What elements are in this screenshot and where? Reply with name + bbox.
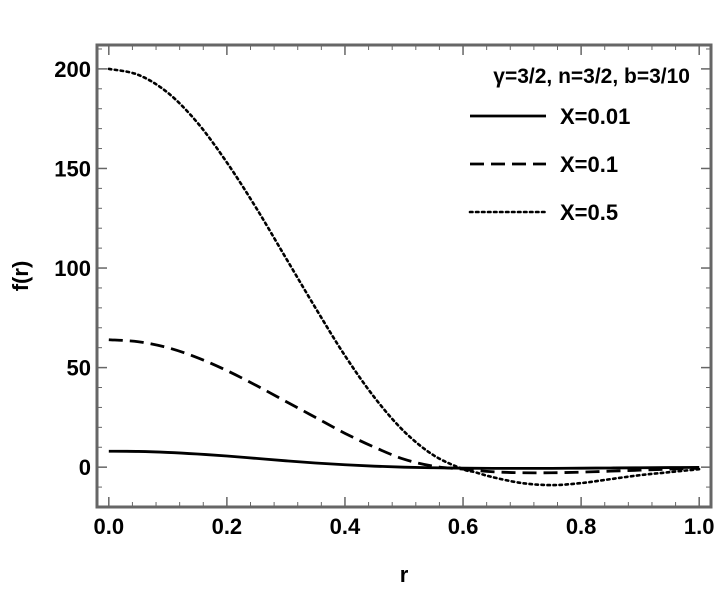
y-tick-label: 200 [54, 57, 91, 82]
y-tick-label: 150 [54, 156, 91, 181]
x-tick-label: 0.6 [448, 514, 479, 539]
y-tick-label: 50 [67, 356, 91, 381]
x-tick-label: 0.8 [566, 514, 597, 539]
y-tick-label: 100 [54, 256, 91, 281]
legend-label-2: X=0.1 [560, 152, 618, 177]
legend-title: γ=3/2, n=3/2, b=3/10 [493, 65, 690, 88]
plot-frame-group [95, 43, 713, 509]
series-group [107, 67, 701, 487]
x-tick-label: 0.4 [330, 514, 361, 539]
x-axis-label: r [400, 562, 409, 587]
x-tick-label: 1.0 [684, 514, 715, 539]
series-line-2 [108, 338, 700, 475]
legend-label-1: X=0.01 [560, 104, 630, 129]
x-tick-label: 0.0 [94, 514, 125, 539]
plot-frame [95, 43, 713, 509]
legend-label-3: X=0.5 [560, 200, 618, 225]
x-tick-label: 0.2 [212, 514, 243, 539]
ticks-group: 0.0 0.2 0.4 0.6 0.8 1.0 0 50 100 150 200 [54, 45, 714, 539]
series-line-3 [107, 67, 701, 487]
y-axis-label: f(r) [8, 261, 33, 292]
legend: γ=3/2, n=3/2, b=3/10 X=0.01 X=0.1 X=0.5 [468, 65, 690, 225]
series-line-1 [108, 449, 700, 470]
y-tick-label: 0 [79, 455, 91, 480]
